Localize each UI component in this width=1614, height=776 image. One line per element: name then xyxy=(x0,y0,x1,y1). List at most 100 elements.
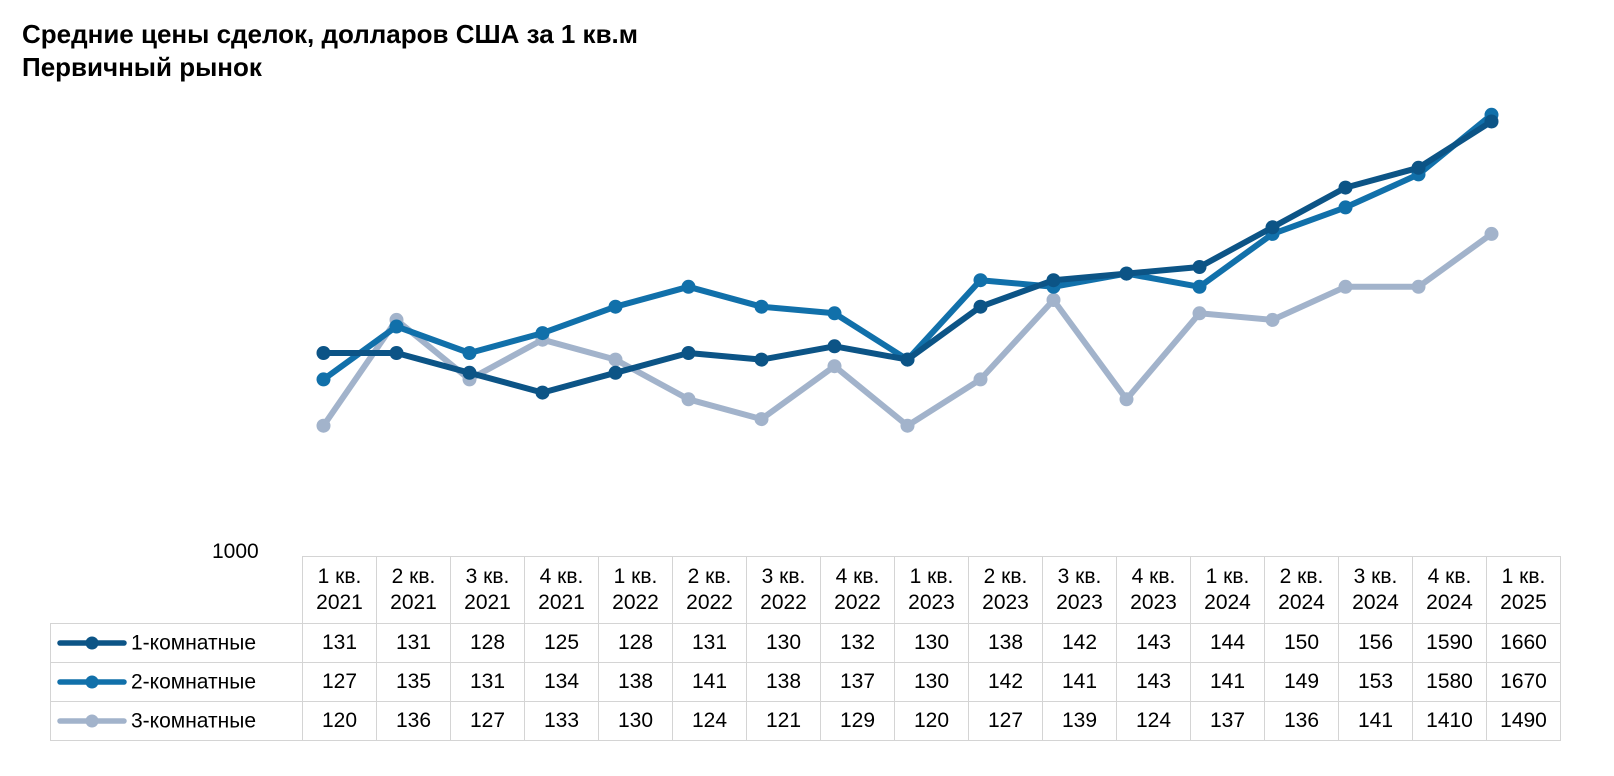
legend-swatch xyxy=(57,714,127,728)
chart-title-line-1: Средние цены сделок, долларов США за 1 к… xyxy=(22,19,639,49)
series-line xyxy=(320,230,1495,429)
data-table-cell: 131 xyxy=(672,623,747,663)
data-table-row: 1-комнатные 131 131 128 125 128 131 130 132 130 13… xyxy=(50,623,1561,663)
y-axis-min-label: 1000 xyxy=(212,540,259,563)
data-table-cell: 142 xyxy=(1042,623,1117,663)
data-table-cell: 124 xyxy=(1116,701,1191,741)
data-table-cell: 136 xyxy=(376,701,451,741)
category-year: 2025 xyxy=(1500,591,1547,614)
category-label: 3 кв. 2023 xyxy=(1042,556,1117,624)
data-table-cell: 133 xyxy=(524,701,599,741)
data-table-cell: 137 xyxy=(1190,701,1265,741)
data-table-header-row: 1 кв. 2021 2 кв. 2021 3 кв. 2021 4 кв. 2021 1 кв… xyxy=(51,556,1561,624)
data-point xyxy=(827,359,842,374)
category-label: 2 кв. 2021 xyxy=(376,556,451,624)
data-table-cell: 141 xyxy=(1190,662,1265,702)
data-table-cell: 125 xyxy=(524,623,599,663)
category-label: 1 кв. 2021 xyxy=(302,556,377,624)
data-table-cell: 138 xyxy=(598,662,673,702)
data-table-cell: 120 xyxy=(894,701,969,741)
legend-label: 3-комнатные xyxy=(131,709,257,733)
category-quarter: 4 кв. xyxy=(539,565,584,588)
data-table-cell: 143 xyxy=(1116,662,1191,702)
category-label: 2 кв. 2022 xyxy=(672,556,747,624)
category-quarter: 3 кв. xyxy=(1057,565,1102,588)
data-table-cell: 141 xyxy=(1042,662,1117,702)
data-table-cell: 1410 xyxy=(1412,701,1487,741)
category-quarter: 1 кв. xyxy=(1205,565,1250,588)
category-year: 2021 xyxy=(390,591,437,614)
category-label: 4 кв. 2023 xyxy=(1116,556,1191,624)
category-label: 1 кв. 2023 xyxy=(894,556,969,624)
data-point xyxy=(681,392,696,407)
data-table-cell: 143 xyxy=(1116,623,1191,663)
category-quarter: 2 кв. xyxy=(687,565,732,588)
data-point xyxy=(900,352,915,367)
category-year: 2024 xyxy=(1204,591,1251,614)
data-table-cell: 1660 xyxy=(1486,623,1561,663)
series-line xyxy=(320,111,1495,383)
series-line xyxy=(320,118,1495,396)
data-table-cell: 121 xyxy=(746,701,821,741)
chart-title: Средние цены сделок, долларов США за 1 к… xyxy=(22,18,638,84)
data-table-cell: 156 xyxy=(1338,623,1413,663)
data-table-cell: 1590 xyxy=(1412,623,1487,663)
legend-swatch xyxy=(57,636,127,650)
category-quarter: 3 кв. xyxy=(1353,565,1398,588)
category-year: 2022 xyxy=(686,591,733,614)
data-table-cell: 150 xyxy=(1264,623,1339,663)
data-point xyxy=(1338,180,1353,195)
data-table-cell: 1580 xyxy=(1412,662,1487,702)
category-year: 2024 xyxy=(1426,591,1473,614)
data-table-row: 3-комнатные 120 136 127 133 130 124 121 129 120 12… xyxy=(50,701,1561,741)
category-label: 1 кв. 2022 xyxy=(598,556,673,624)
data-table-cell: 1670 xyxy=(1486,662,1561,702)
category-quarter: 2 кв. xyxy=(391,565,436,588)
data-table-cell: 131 xyxy=(302,623,377,663)
data-table-cell: 128 xyxy=(598,623,673,663)
category-year: 2023 xyxy=(982,591,1029,614)
data-point xyxy=(1192,260,1207,274)
data-table-cell: 130 xyxy=(894,662,969,702)
data-table-cell: 128 xyxy=(450,623,525,663)
data-table-cell: 130 xyxy=(894,623,969,663)
data-table: 1 кв. 2021 2 кв. 2021 3 кв. 2021 4 кв. 2021 1 кв… xyxy=(50,556,1561,741)
data-point xyxy=(681,279,696,294)
data-point xyxy=(1265,312,1280,327)
category-quarter: 1 кв. xyxy=(317,565,362,588)
legend-label: 2-комнатные xyxy=(131,670,257,694)
legend-label: 1-комнатные xyxy=(131,631,257,655)
data-point xyxy=(973,372,988,387)
category-label: 3 кв. 2024 xyxy=(1338,556,1413,624)
data-table-cell: 139 xyxy=(1042,701,1117,741)
category-label: 4 кв. 2021 xyxy=(524,556,599,624)
data-point xyxy=(535,326,550,341)
category-year: 2022 xyxy=(612,591,659,614)
category-year: 2023 xyxy=(908,591,955,614)
data-point xyxy=(1484,114,1499,129)
data-point xyxy=(1484,226,1499,241)
data-point xyxy=(316,418,331,433)
data-point xyxy=(1411,160,1426,175)
category-quarter: 1 кв. xyxy=(909,565,954,588)
category-quarter: 2 кв. xyxy=(983,565,1028,588)
data-table-cell: 134 xyxy=(524,662,599,702)
data-point xyxy=(1192,279,1207,294)
data-point xyxy=(608,352,623,367)
data-table-cell: 130 xyxy=(598,701,673,741)
data-table-cell: 124 xyxy=(672,701,747,741)
data-point xyxy=(1192,306,1207,321)
data-table-cell: 141 xyxy=(672,662,747,702)
category-quarter: 4 кв. xyxy=(1427,565,1472,588)
category-year: 2022 xyxy=(834,591,881,614)
category-year: 2021 xyxy=(538,591,585,614)
data-point xyxy=(827,306,842,321)
data-point xyxy=(316,346,331,360)
category-quarter: 3 кв. xyxy=(761,565,806,588)
chart-title-line-2: Первичный рынок xyxy=(22,52,262,82)
data-point xyxy=(754,412,769,427)
data-point xyxy=(535,385,550,400)
data-table-cell: 138 xyxy=(968,623,1043,663)
category-label: 1 кв. 2024 xyxy=(1190,556,1265,624)
data-point xyxy=(681,346,696,360)
